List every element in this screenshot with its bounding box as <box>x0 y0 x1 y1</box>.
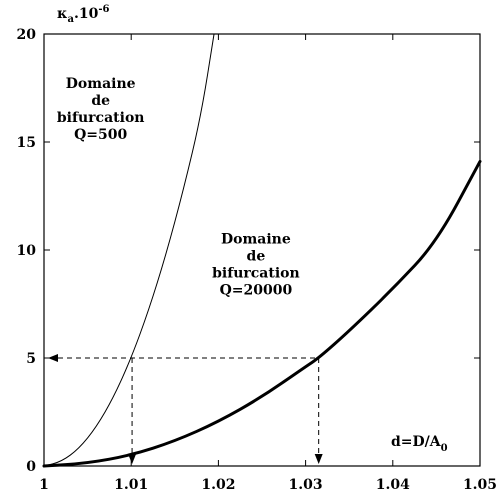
x-axis-label-subscript: 0 <box>441 443 448 454</box>
x-tick-label: 1.03 <box>289 477 323 493</box>
annotation-q20000-line: bifurcation <box>212 266 300 282</box>
x-tick-label: 1 <box>39 477 49 493</box>
series-lines <box>42 33 482 468</box>
x-tick-label: 1.01 <box>114 477 148 493</box>
x-tick-labels: 1 1.01 1.02 1.03 1.04 1.05 <box>39 477 497 493</box>
y-axis-label-kappa: κ <box>57 6 68 22</box>
annotation-q500-line: bifurcation <box>57 110 145 126</box>
guide-lines <box>48 354 323 464</box>
y-tick-label: 20 <box>17 27 37 43</box>
annotations: DomainedebifurcationQ=500Domainedebifurc… <box>57 76 300 299</box>
y-tick-labels: 0 5 10 15 20 <box>17 27 37 475</box>
y-tick-label: 10 <box>17 243 37 259</box>
y-tick-label: 0 <box>26 459 36 475</box>
arrow-down-icon <box>128 454 137 464</box>
annotation-q500-line: Q=500 <box>74 127 127 143</box>
x-tick-label: 1.05 <box>463 477 497 493</box>
arrow-down-icon <box>314 454 323 464</box>
annotation-q500-line: de <box>91 93 110 109</box>
y-tick-label: 15 <box>17 135 36 151</box>
x-tick-label: 1.04 <box>376 477 410 493</box>
y-tick-label: 5 <box>26 351 36 367</box>
y-axis-label-subscript: a <box>68 14 75 25</box>
annotation-q20000-line: de <box>247 249 266 265</box>
annotation-q500-line: Domaine <box>66 76 136 92</box>
series-line-q500 <box>43 33 215 467</box>
x-axis-label: d=D/A0 <box>391 434 448 454</box>
y-axis-label: κa.10-6 <box>57 4 109 25</box>
series-line-q20000 <box>42 159 482 468</box>
arrow-left-icon <box>48 354 58 362</box>
y-axis-label-factor: .10 <box>74 6 99 22</box>
y-axis-label-exponent: -6 <box>98 4 109 15</box>
annotation-q20000-line: Domaine <box>221 232 291 248</box>
x-axis-label-main: d=D/A <box>391 434 442 450</box>
annotation-q20000-line: Q=20000 <box>220 283 293 299</box>
x-tick-label: 1.02 <box>201 477 235 493</box>
